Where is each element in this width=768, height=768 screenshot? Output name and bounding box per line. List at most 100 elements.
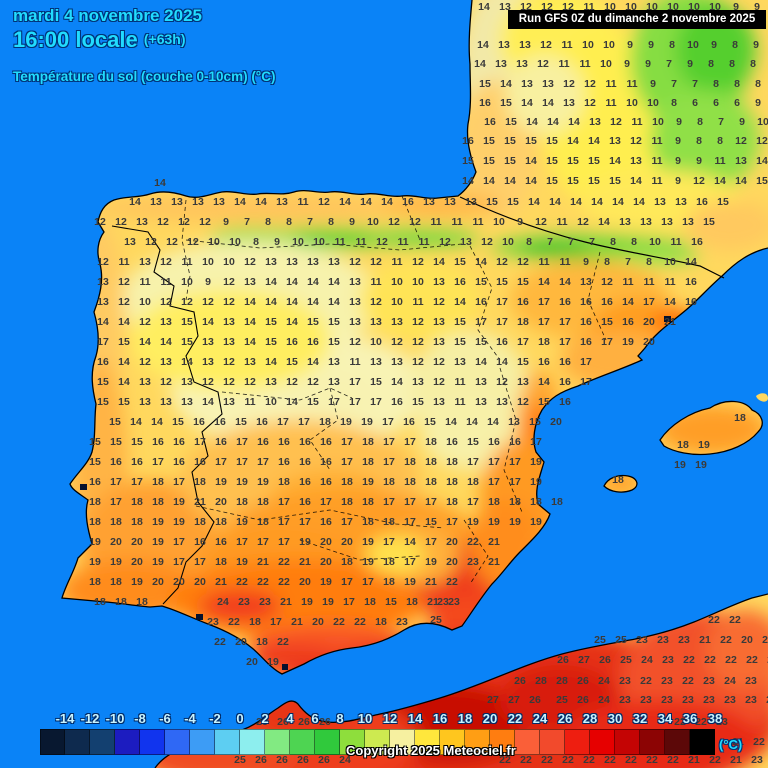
temp-value: 18 bbox=[236, 496, 248, 508]
temp-value: 11 bbox=[472, 216, 484, 228]
temp-value: 10 bbox=[181, 276, 193, 288]
temp-value: 17 bbox=[341, 516, 353, 528]
temp-value: 14 bbox=[307, 276, 319, 288]
temp-value: 10 bbox=[667, 1, 679, 13]
temp-value: 13 bbox=[370, 316, 382, 328]
temp-value: 14 bbox=[591, 196, 603, 208]
temp-value: 14 bbox=[202, 396, 214, 408]
scale-label: 32 bbox=[632, 711, 648, 726]
temp-value: 20 bbox=[152, 576, 164, 588]
temp-value: 15 bbox=[454, 256, 466, 268]
temp-value: 19 bbox=[695, 459, 707, 471]
temp-value: 14 bbox=[129, 196, 141, 208]
scale-label: 12 bbox=[382, 711, 398, 726]
temp-value: 26 bbox=[319, 716, 331, 728]
temp-value: 17 bbox=[425, 496, 437, 508]
temp-value: 10 bbox=[600, 58, 612, 70]
temp-value: 19 bbox=[299, 536, 311, 548]
temp-value: 16 bbox=[559, 356, 571, 368]
temp-value: 14 bbox=[404, 536, 416, 548]
temp-value: 18 bbox=[425, 476, 437, 488]
temp-value: 24 bbox=[598, 675, 610, 687]
temp-value: 16 bbox=[173, 456, 185, 468]
temp-value: 13 bbox=[391, 356, 403, 368]
temp-value: 9 bbox=[517, 216, 523, 228]
temp-value: 12 bbox=[496, 376, 508, 388]
temp-value: 20 bbox=[341, 536, 353, 548]
temp-value: 18 bbox=[194, 516, 206, 528]
temp-value: 14 bbox=[307, 356, 319, 368]
temp-value: 25 bbox=[556, 694, 568, 706]
temp-value: 16 bbox=[307, 336, 319, 348]
temp-value: 17 bbox=[110, 496, 122, 508]
temp-value: 16 bbox=[320, 456, 332, 468]
temp-value: 13 bbox=[735, 155, 747, 167]
temp-value: 13 bbox=[519, 39, 531, 51]
temp-value: 25 bbox=[430, 614, 442, 626]
temp-value: 20 bbox=[643, 336, 655, 348]
temp-value: 14 bbox=[244, 296, 256, 308]
temp-value: 14 bbox=[474, 58, 486, 70]
temp-value: 8 bbox=[755, 78, 761, 90]
temp-value: 18 bbox=[152, 496, 164, 508]
temp-value: 12 bbox=[139, 356, 151, 368]
temp-value: 13 bbox=[349, 296, 361, 308]
temp-value: 16 bbox=[580, 336, 592, 348]
temp-value: 16 bbox=[299, 496, 311, 508]
temp-value: 13 bbox=[412, 376, 424, 388]
temp-value: 24 bbox=[598, 694, 610, 706]
temp-value: 15 bbox=[385, 596, 397, 608]
temp-value: 17 bbox=[559, 336, 571, 348]
temp-value: 17 bbox=[643, 296, 655, 308]
temp-value: 17 bbox=[538, 316, 550, 328]
temp-value: 21 bbox=[257, 556, 269, 568]
temp-value: 14 bbox=[483, 175, 495, 187]
temp-value: 13 bbox=[499, 1, 511, 13]
temp-value: 17 bbox=[341, 576, 353, 588]
temp-value: 17 bbox=[580, 356, 592, 368]
temp-value: 18 bbox=[249, 616, 261, 628]
temp-value: 14 bbox=[526, 116, 538, 128]
temp-value: 21 bbox=[215, 576, 227, 588]
temp-value: 15 bbox=[475, 276, 487, 288]
temp-value: 19 bbox=[622, 336, 634, 348]
copyright-text: Copyright 2025 Meteociel.fr bbox=[346, 743, 516, 758]
temp-value: 17 bbox=[496, 316, 508, 328]
temp-value: 18 bbox=[551, 496, 563, 508]
temp-value: 12 bbox=[160, 376, 172, 388]
temp-value: 12 bbox=[286, 376, 298, 388]
scale-cell bbox=[240, 729, 265, 755]
temp-value: 13 bbox=[139, 396, 151, 408]
temp-value: 12 bbox=[391, 336, 403, 348]
temp-value: 14 bbox=[525, 175, 537, 187]
temp-value: 27 bbox=[508, 694, 520, 706]
temp-value: 14 bbox=[756, 155, 768, 167]
temp-value: 18 bbox=[131, 516, 143, 528]
temp-value: 12 bbox=[223, 356, 235, 368]
temp-value: 22 bbox=[604, 754, 616, 766]
temp-value: 17 bbox=[446, 516, 458, 528]
temp-value: 17 bbox=[152, 456, 164, 468]
temp-value: 15 bbox=[97, 376, 109, 388]
temp-value: 21 bbox=[699, 634, 711, 646]
temp-value: 12 bbox=[630, 135, 642, 147]
temp-value: 19 bbox=[110, 556, 122, 568]
temp-value: 12 bbox=[115, 216, 127, 228]
temp-value: 13 bbox=[454, 356, 466, 368]
temp-value: 18 bbox=[517, 316, 529, 328]
temp-value: 10 bbox=[625, 1, 637, 13]
temp-value: 11 bbox=[651, 135, 663, 147]
temp-value: 18 bbox=[446, 456, 458, 468]
temp-value: 9 bbox=[349, 216, 355, 228]
temp-value: 23 bbox=[640, 694, 652, 706]
temp-value: 19 bbox=[362, 536, 374, 548]
temp-value: 18 bbox=[215, 556, 227, 568]
temp-value: 16 bbox=[320, 476, 332, 488]
temp-value: 13 bbox=[475, 376, 487, 388]
temp-value: 18 bbox=[362, 456, 374, 468]
temp-value: 15 bbox=[110, 436, 122, 448]
scale-cell bbox=[115, 729, 140, 755]
temp-value: 14 bbox=[685, 256, 697, 268]
temp-value: 12 bbox=[433, 376, 445, 388]
temp-value: 16 bbox=[475, 296, 487, 308]
